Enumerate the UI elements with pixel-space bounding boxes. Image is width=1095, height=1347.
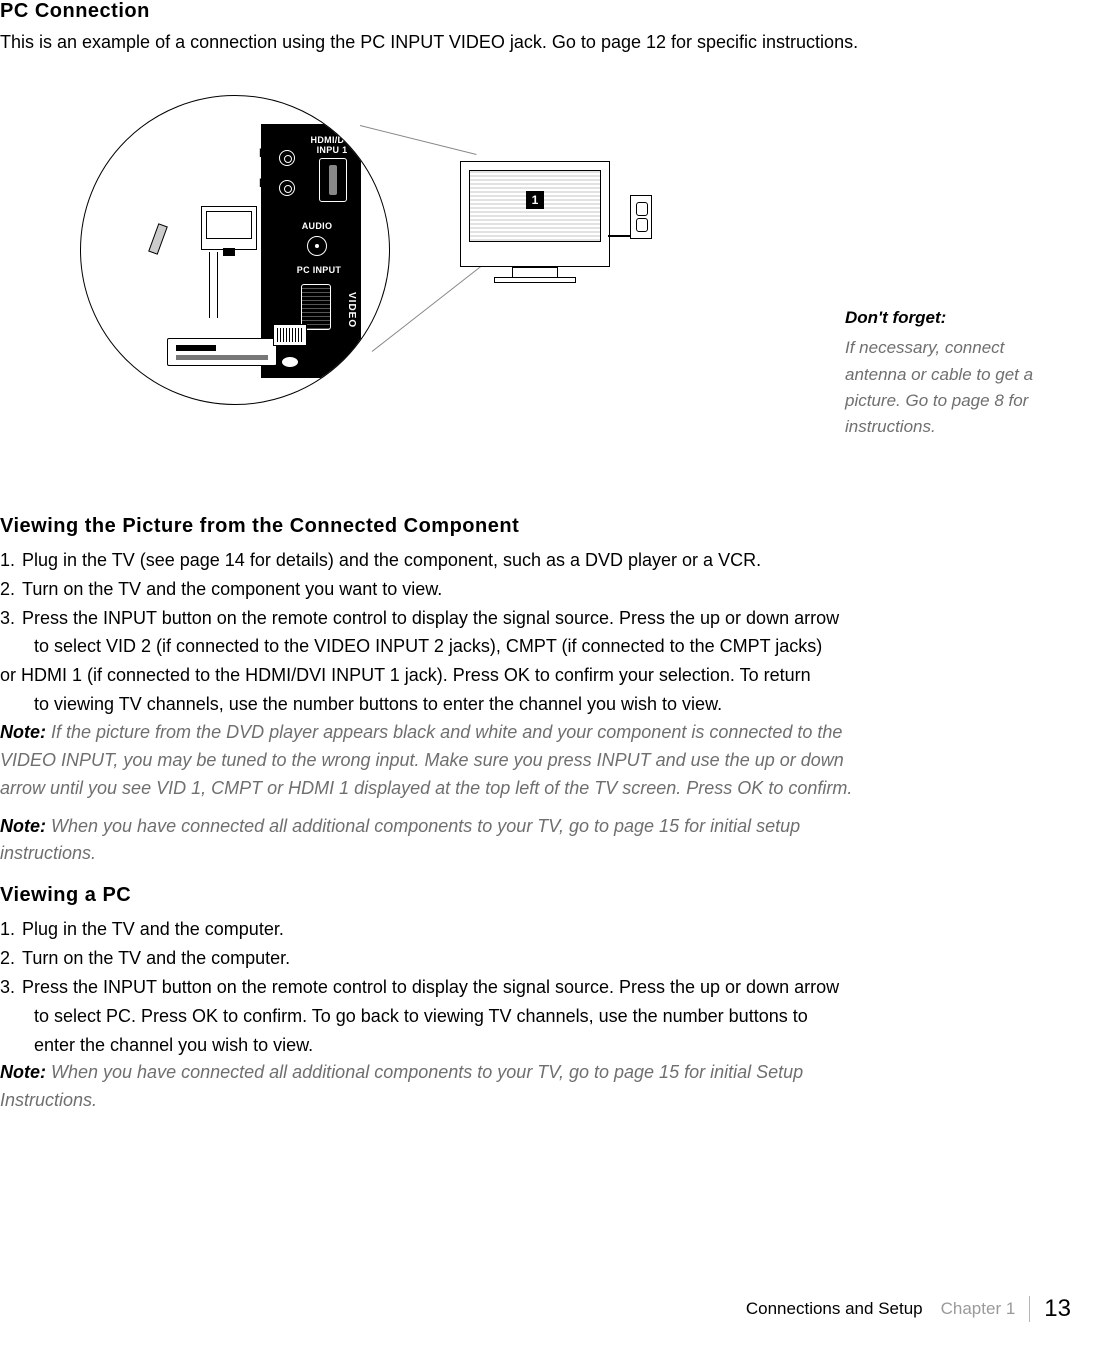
step-text: Plug in the TV and the computer.: [22, 919, 284, 939]
section-heading-component: Viewing the Picture from the Connected C…: [0, 515, 900, 538]
pc-monitor-icon: [201, 206, 257, 250]
note-label: Note:: [0, 722, 46, 742]
step-text: Turn on the TV and the component you wan…: [22, 579, 442, 599]
tv-screen-icon: 1: [469, 170, 601, 242]
mouse-icon: [281, 356, 299, 368]
hdmi-label: HDMI/DVI INPU 1: [307, 136, 357, 155]
step-or-line: or HDMI 1 (if connected to the HDMI/DVI …: [0, 661, 900, 690]
tv-callout-badge: 1: [526, 191, 544, 209]
sidebar-note: Don't forget: If necessary, connect ante…: [845, 305, 1065, 441]
footer-chapter: Chapter 1: [941, 1299, 1016, 1319]
page-footer: Connections and Setup Chapter 1 13: [746, 1295, 1071, 1323]
note-block: Note: When you have connected all additi…: [0, 813, 900, 869]
projection-line-icon: [360, 125, 477, 155]
note-label: Note:: [0, 1062, 46, 1082]
step-text-cont: to select PC. Press OK to confirm. To go…: [0, 1002, 900, 1031]
note-text: VIDEO INPUT, you may be tuned to the wro…: [0, 747, 900, 775]
step-text: Turn on the TV and the computer.: [22, 948, 290, 968]
audio-l-label: L: [259, 146, 266, 160]
note-text: arrow until you see VID 1, CMPT or HDMI …: [0, 775, 900, 803]
audio-r-label: R: [259, 176, 268, 190]
pc-monitor-stand-icon: [223, 248, 235, 256]
detail-circle: HDMI/DVI INPU 1 AUDIO PC INPUT VIDEO L R: [80, 95, 390, 405]
audio-plug-icon: [148, 223, 168, 255]
footer-divider-icon: [1029, 1296, 1030, 1322]
pc-input-label: PC INPUT: [291, 266, 347, 275]
list-item: 3.Press the INPUT button on the remote c…: [0, 973, 900, 1002]
note-text: If the picture from the DVD player appea…: [46, 722, 842, 742]
note-block: Note: If the picture from the DVD player…: [0, 719, 900, 747]
list-item: 1.Plug in the TV and the computer.: [0, 915, 900, 944]
cable-icon: [209, 252, 210, 318]
video-label: VIDEO: [346, 292, 357, 328]
intro-text: This is an example of a connection using…: [0, 29, 900, 55]
step-text-cont: to select VID 2 (if connected to the VID…: [0, 632, 900, 661]
step-text: Plug in the TV (see page 14 for details)…: [22, 550, 761, 570]
step-text: Press the INPUT button on the remote con…: [22, 977, 839, 997]
list-item: 3.Press the INPUT button on the remote c…: [0, 604, 900, 633]
footer-page-number: 13: [1044, 1295, 1071, 1323]
connection-diagram: HDMI/DVI INPU 1 AUDIO PC INPUT VIDEO L R…: [0, 85, 1095, 475]
rca-right-icon: [279, 180, 295, 196]
list-item: 1.Plug in the TV (see page 14 for detail…: [0, 546, 900, 575]
footer-section: Connections and Setup: [746, 1299, 923, 1319]
sidebar-note-title: Don't forget:: [845, 305, 1065, 331]
step-text-cont: to viewing TV channels, use the number b…: [0, 690, 900, 719]
projection-line-icon: [372, 263, 486, 352]
audio-label: AUDIO: [297, 222, 337, 231]
note-text: When you have connected all additional c…: [0, 1062, 803, 1110]
page-title: PC Connection: [0, 0, 1095, 23]
power-cable-icon: [608, 235, 632, 237]
rca-left-icon: [279, 150, 295, 166]
section-heading-pc: Viewing a PC: [0, 884, 900, 907]
step-text-cont: enter the channel you wish to view.: [0, 1031, 900, 1060]
list-item: 2.Turn on the TV and the computer.: [0, 944, 900, 973]
sidebar-note-body: If necessary, connect antenna or cable t…: [845, 335, 1065, 440]
wall-outlet-icon: [630, 195, 652, 239]
note-block: Note: When you have connected all additi…: [0, 1059, 900, 1115]
audio-jack-icon: [307, 236, 327, 256]
pc-tower-icon: [167, 338, 277, 366]
hdmi-port-icon: [319, 158, 347, 202]
vga-plug-icon: [273, 324, 307, 346]
tv-front-icon: 1: [460, 161, 610, 267]
step-text: Press the INPUT button on the remote con…: [22, 608, 839, 628]
note-label: Note:: [0, 816, 46, 836]
list-item: 2.Turn on the TV and the component you w…: [0, 575, 900, 604]
pc-steps: 1.Plug in the TV and the computer. 2.Tur…: [0, 915, 900, 1059]
tv-base-icon: [494, 277, 576, 283]
cable-icon: [217, 252, 218, 318]
note-text: When you have connected all additional c…: [0, 816, 800, 864]
component-steps: 1.Plug in the TV (see page 14 for detail…: [0, 546, 900, 661]
